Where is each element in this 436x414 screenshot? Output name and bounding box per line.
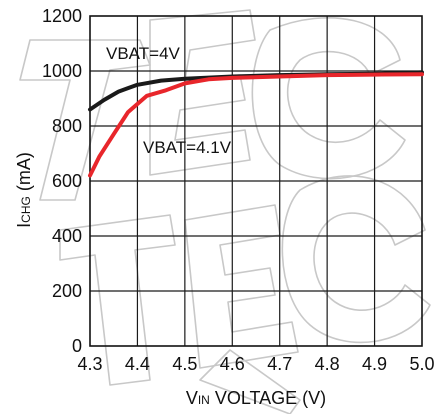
plot-frame [89,15,423,347]
x-tick-label: 5.0 [409,354,434,374]
y-tick-label: 800 [52,116,82,136]
x-tick-label: 4.6 [220,354,245,374]
x-tick-label: 4.8 [315,354,340,374]
y-tick-label: 200 [52,281,82,301]
series-label-vbat-4v: VBAT=4V [106,44,181,63]
y-tick-label: 0 [72,336,82,356]
y-axis-title: ICHG (mA) [14,152,34,228]
series-lines [88,70,424,178]
y-tick-label: 1000 [42,61,82,81]
grid [90,16,422,346]
x-tick-label: 4.4 [125,354,150,374]
x-axis-title-sub: IN [198,393,210,407]
x-tick-label: 4.9 [362,354,387,374]
y-tick-label: 1200 [42,6,82,26]
x-tick-labels: 4.3 4.4 4.5 4.6 4.7 4.8 4.9 5.0 [77,354,434,374]
x-axis-title: VIN VOLTAGE (V) [186,388,326,408]
x-tick-label: 4.5 [172,354,197,374]
y-axis-title-i: I [14,223,34,228]
x-tick-label: 4.3 [77,354,102,374]
y-axis-title-sub: CHG [19,196,33,223]
x-axis-title-rest: VOLTAGE (V) [210,388,326,408]
y-tick-label: 600 [52,171,82,191]
y-axis-title-rest: (mA) [14,152,34,196]
x-axis-title-v: V [186,388,198,408]
x-tick-label: 4.7 [267,354,292,374]
series-line-1 [88,72,424,178]
y-tick-label: 400 [52,226,82,246]
y-tick-labels: 0 200 400 600 800 1000 1200 [42,6,82,356]
series-label-vbat-4-1v: VBAT=4.1V [143,138,232,157]
